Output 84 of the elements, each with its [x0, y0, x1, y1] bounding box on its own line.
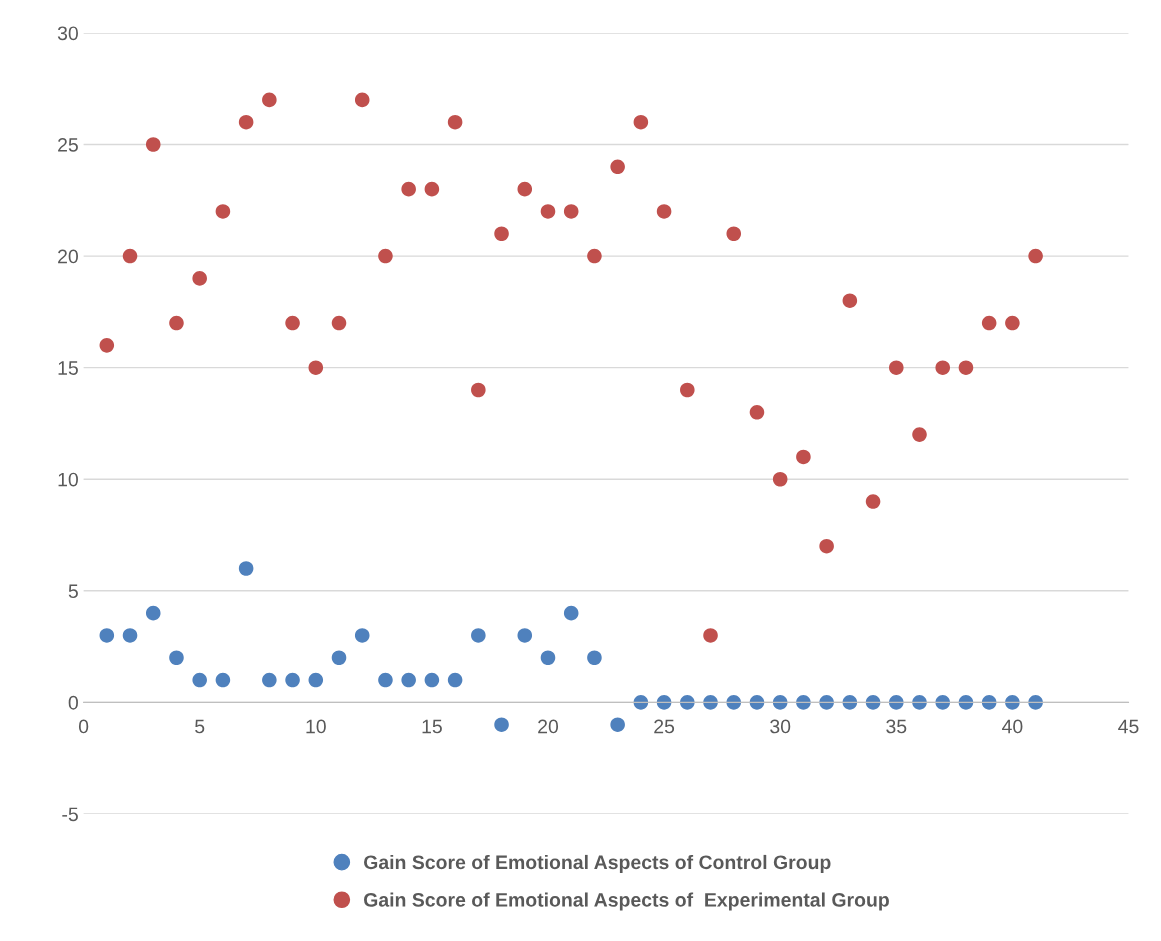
- point: [680, 382, 695, 398]
- point: [354, 628, 370, 643]
- point: [262, 672, 277, 688]
- point: [772, 471, 788, 487]
- x-tick-label: 0: [78, 719, 89, 734]
- x-tick-label: 35: [886, 719, 907, 734]
- point: [749, 405, 765, 420]
- point: [238, 114, 254, 130]
- x-tick-label: 30: [770, 719, 791, 734]
- point: [331, 650, 347, 666]
- point: [471, 382, 486, 398]
- point: [169, 650, 184, 666]
- point: [192, 672, 207, 688]
- point: [378, 248, 393, 264]
- point: [610, 717, 625, 732]
- point: [447, 672, 463, 688]
- point: [540, 204, 556, 219]
- point: [145, 605, 161, 621]
- point: [447, 114, 463, 130]
- point: [262, 92, 277, 108]
- x-tick-label: 25: [654, 719, 675, 734]
- y-tick-label: -5: [62, 807, 78, 822]
- point: [796, 449, 811, 465]
- point: [563, 605, 579, 621]
- point: [99, 628, 115, 643]
- point: [331, 315, 347, 331]
- y-tick-label: 20: [58, 249, 78, 264]
- legend-label: Gain Score of Emotional Aspects of Control Group: [364, 854, 831, 874]
- point: [819, 538, 834, 554]
- x-tick-label: 15: [422, 719, 442, 734]
- point: [122, 248, 138, 264]
- point: [981, 315, 997, 331]
- point: [308, 360, 324, 375]
- y-tick-label: 10: [58, 472, 78, 487]
- point: [192, 271, 207, 286]
- point: [1028, 248, 1043, 264]
- point: [540, 650, 556, 666]
- point: [308, 672, 324, 688]
- point: [238, 561, 254, 576]
- point: [842, 293, 858, 308]
- x-tick-label: 5: [195, 719, 205, 734]
- point: [610, 159, 625, 175]
- point: [587, 650, 602, 666]
- point: [354, 92, 370, 108]
- point: [1005, 315, 1020, 331]
- point: [401, 181, 416, 197]
- point: [517, 628, 533, 643]
- point: [215, 204, 231, 219]
- point: [424, 672, 440, 688]
- legend-label: Gain Score of Emotional Aspects of Experimental Group: [364, 892, 889, 911]
- point: [494, 226, 509, 242]
- point: [958, 360, 974, 375]
- y-tick-label: 15: [58, 361, 78, 375]
- point: [215, 672, 231, 688]
- point: [122, 628, 138, 643]
- point: [494, 717, 509, 732]
- point: [865, 494, 881, 509]
- y-tick-label: 5: [68, 584, 78, 599]
- x-tick-label: 40: [1002, 719, 1023, 734]
- point: [169, 315, 184, 331]
- point: [401, 672, 416, 688]
- point: [656, 204, 672, 219]
- point: [703, 628, 718, 643]
- x-tick-label: 20: [538, 719, 559, 734]
- point: [912, 427, 927, 442]
- x-tick-label: 45: [1118, 719, 1139, 734]
- point: [285, 672, 300, 688]
- point: [587, 248, 602, 264]
- y-tick-label: 30: [57, 26, 78, 41]
- x-tick-label: 10: [306, 719, 326, 734]
- point: [285, 315, 300, 331]
- point: [726, 226, 742, 242]
- point: [378, 672, 393, 688]
- point: [145, 137, 161, 152]
- point: [424, 181, 440, 197]
- point: [471, 628, 486, 643]
- y-tick-label: 0: [68, 695, 78, 710]
- point: [889, 360, 904, 375]
- point: [99, 338, 115, 353]
- point: [935, 360, 951, 375]
- y-tick-label: 25: [58, 137, 78, 152]
- point: [563, 204, 579, 219]
- point: [633, 114, 649, 130]
- point: [517, 181, 533, 197]
